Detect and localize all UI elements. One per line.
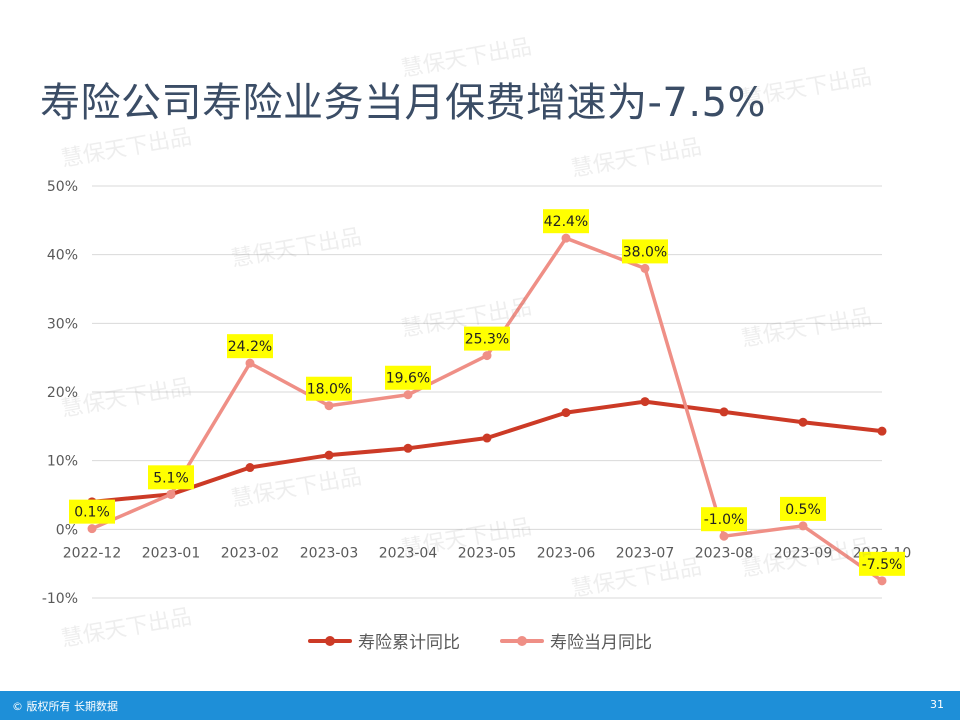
data-label: 42.4% [544,214,588,230]
x-tick-label: 2023-06 [537,545,596,561]
footer-copyright: © 版权所有 长期数据 [12,700,118,713]
y-tick-label: 10% [47,454,78,470]
data-point-cumulative [719,407,729,417]
data-label-box [227,334,273,359]
page-number: 31 [930,698,944,711]
data-point-cumulative [798,417,808,427]
data-point-monthly [87,524,97,534]
y-tick-label: 30% [47,316,78,332]
chart-legend: 寿险累计同比 寿险当月同比 [0,628,960,653]
series-line-cumulative [90,399,884,504]
data-point-monthly [166,489,176,499]
y-tick-label: -10% [42,591,78,607]
legend-label-cumulative: 寿险累计同比 [358,633,460,653]
x-tick-label: 2023-02 [221,545,280,561]
data-label-box [701,507,747,532]
data-label-box [543,209,589,234]
x-tick-label: 2023-04 [379,545,438,561]
y-tick-label: 0% [56,522,78,538]
data-point-cumulative [403,443,413,453]
x-tick-label: 2023-05 [458,545,517,561]
data-label-box [69,499,115,524]
y-tick-label: 40% [47,248,78,264]
legend-swatch-cumulative [308,635,352,646]
data-point-cumulative [877,426,887,436]
x-tick-label: 2022-12 [63,545,122,561]
data-point-cumulative [640,397,650,407]
data-label: -7.5% [862,557,903,573]
data-label: 18.0% [307,382,351,398]
legend-swatch-monthly [500,635,544,646]
x-tick-label: 2023-07 [616,545,675,561]
x-tick-label: 2023-08 [695,545,754,561]
data-label-box [385,365,431,390]
data-label-box [148,465,194,490]
data-label-box [780,496,826,521]
data-point-monthly [324,401,334,411]
data-label-box [306,376,352,401]
data-label: 38.0% [623,244,667,260]
data-point-monthly [403,390,413,400]
data-label: 24.2% [228,339,272,355]
data-point-monthly [245,358,255,368]
data-label: 0.1% [74,505,110,521]
data-label: 25.3% [465,332,509,348]
legend-item-monthly: 寿险当月同比 [500,628,652,653]
data-point-cumulative [324,450,334,460]
data-point-monthly [719,531,729,541]
data-point-monthly [877,576,887,586]
legend-label-monthly: 寿险当月同比 [550,633,652,653]
x-tick-label: 2023-03 [300,545,359,561]
data-label: -1.0% [704,512,745,528]
data-label: 0.5% [785,502,821,518]
data-point-cumulative [561,408,571,418]
data-label-box [859,551,905,576]
data-label: 19.6% [386,371,430,387]
data-point-cumulative [245,463,255,473]
y-tick-label: 20% [47,385,78,401]
footer-bar: © 版权所有 长期数据 31 [0,691,960,720]
y-tick-label: 50% [47,179,78,195]
data-point-monthly [482,351,492,361]
data-label-box [464,326,510,351]
data-label-box [622,239,668,264]
data-point-monthly [640,263,650,273]
x-tick-label: 2023-01 [142,545,201,561]
data-point-cumulative [482,433,492,443]
data-point-monthly [798,521,808,531]
x-tick-label: 2023-09 [774,545,833,561]
legend-item-cumulative: 寿险累计同比 [308,628,460,653]
data-label: 5.1% [153,470,189,486]
data-point-monthly [561,233,571,243]
page-title: 寿险公司寿险业务当月保费增速为-7.5% [40,80,767,126]
